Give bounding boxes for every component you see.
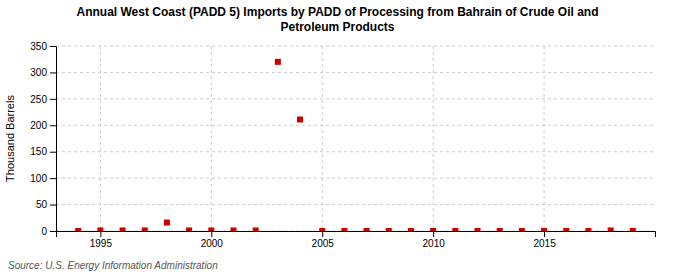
title: Annual West Coast (PADD 5) Imports by PA… [76,5,598,34]
y-tick-label: 150 [30,146,47,157]
x-tick: 2000 [201,231,224,249]
point [275,59,281,65]
y-tick-mark [50,178,56,179]
point [430,228,436,231]
y-tick-mark [50,205,56,206]
point [608,227,614,231]
point [253,227,259,231]
x-tick: 2015 [533,231,556,249]
point [142,227,148,231]
x-tick-label: 2010 [423,238,446,249]
y-grid-line [56,178,655,179]
x-axis: 1995 2000 2005 2010 2015 [57,231,656,249]
marks [75,59,636,231]
y-tick-mark [50,46,56,47]
y-tick-label: 200 [30,120,47,131]
y-tick-label: 50 [36,199,48,210]
y-tick-label: 350 [30,41,47,52]
y-tick: 100 [30,173,56,184]
x-tick-label: 2000 [201,238,224,249]
y-tick: 150 [30,146,56,157]
y-tick: 0 [41,226,56,237]
point [97,227,103,231]
point [297,116,303,122]
x-tick: 2005 [312,231,335,249]
x-grid-line [322,46,323,231]
y-grid-line [56,125,655,126]
y-tick: 200 [30,120,56,131]
y-tick: 300 [30,67,56,78]
title-line: Petroleum Products [280,20,394,34]
point [164,220,170,226]
point [230,227,236,231]
x-tick-label: 1995 [90,238,113,249]
chart: 1995 2000 2005 2010 2015 0 50 100 150 200 250 300 35… [0,0,675,275]
y-tick-mark [50,152,56,153]
y-tick-mark [50,72,56,73]
x-tick-label: 2015 [533,238,556,249]
x-grid-line [211,46,212,231]
y-tick: 350 [30,41,56,52]
point [208,227,214,231]
point [563,228,569,231]
point [120,227,126,231]
point [364,228,370,231]
y-tick-mark [50,231,56,232]
y-grid-line [56,151,655,152]
y-axis: 0 50 100 150 200 250 300 350 [30,41,56,237]
point [585,228,591,231]
y-grid-line [56,72,655,73]
x-tick-mark [211,231,212,237]
x-grid-line [544,46,545,231]
y-grid-line [56,46,655,47]
x-tick-mark [433,231,434,237]
y-axis-line [50,47,57,232]
y-tick-mark [50,125,56,126]
x-grid-line [100,46,101,231]
y-tick-label: 300 [30,67,47,78]
point [408,228,414,231]
y-tick-label: 250 [30,94,47,105]
title-line: Annual West Coast (PADD 5) Imports by PA… [76,5,598,19]
x-tick-mark [100,231,101,237]
y-tick: 50 [36,199,56,210]
y-grid-line [56,98,655,99]
point [319,228,325,231]
y-tick-mark [50,99,56,100]
grid [56,46,655,231]
x-tick: 2010 [423,231,446,249]
source: Source: U.S. Energy Information Administ… [8,260,218,271]
point [497,228,503,231]
y-tick: 250 [30,94,56,105]
y-grid-line [56,204,655,205]
point [75,228,81,231]
x-grid-line [433,46,434,231]
point [541,228,547,231]
x-tick-mark [322,231,323,237]
plot: 1995 2000 2005 2010 2015 0 50 100 150 200 250 300 35… [30,41,655,249]
x-tick-label: 2005 [312,238,335,249]
y-tick-label: 0 [41,226,47,237]
x-axis-line [57,232,656,238]
point [186,227,192,231]
x-tick: 1995 [90,231,113,249]
y-tick-label: 100 [30,173,47,184]
point [519,228,525,231]
point [341,228,347,231]
point [630,228,636,231]
point [386,228,392,231]
y-axis-title: Thousand Barrels [4,95,16,182]
point [452,228,458,231]
x-tick-mark [544,231,545,237]
point [475,228,481,231]
